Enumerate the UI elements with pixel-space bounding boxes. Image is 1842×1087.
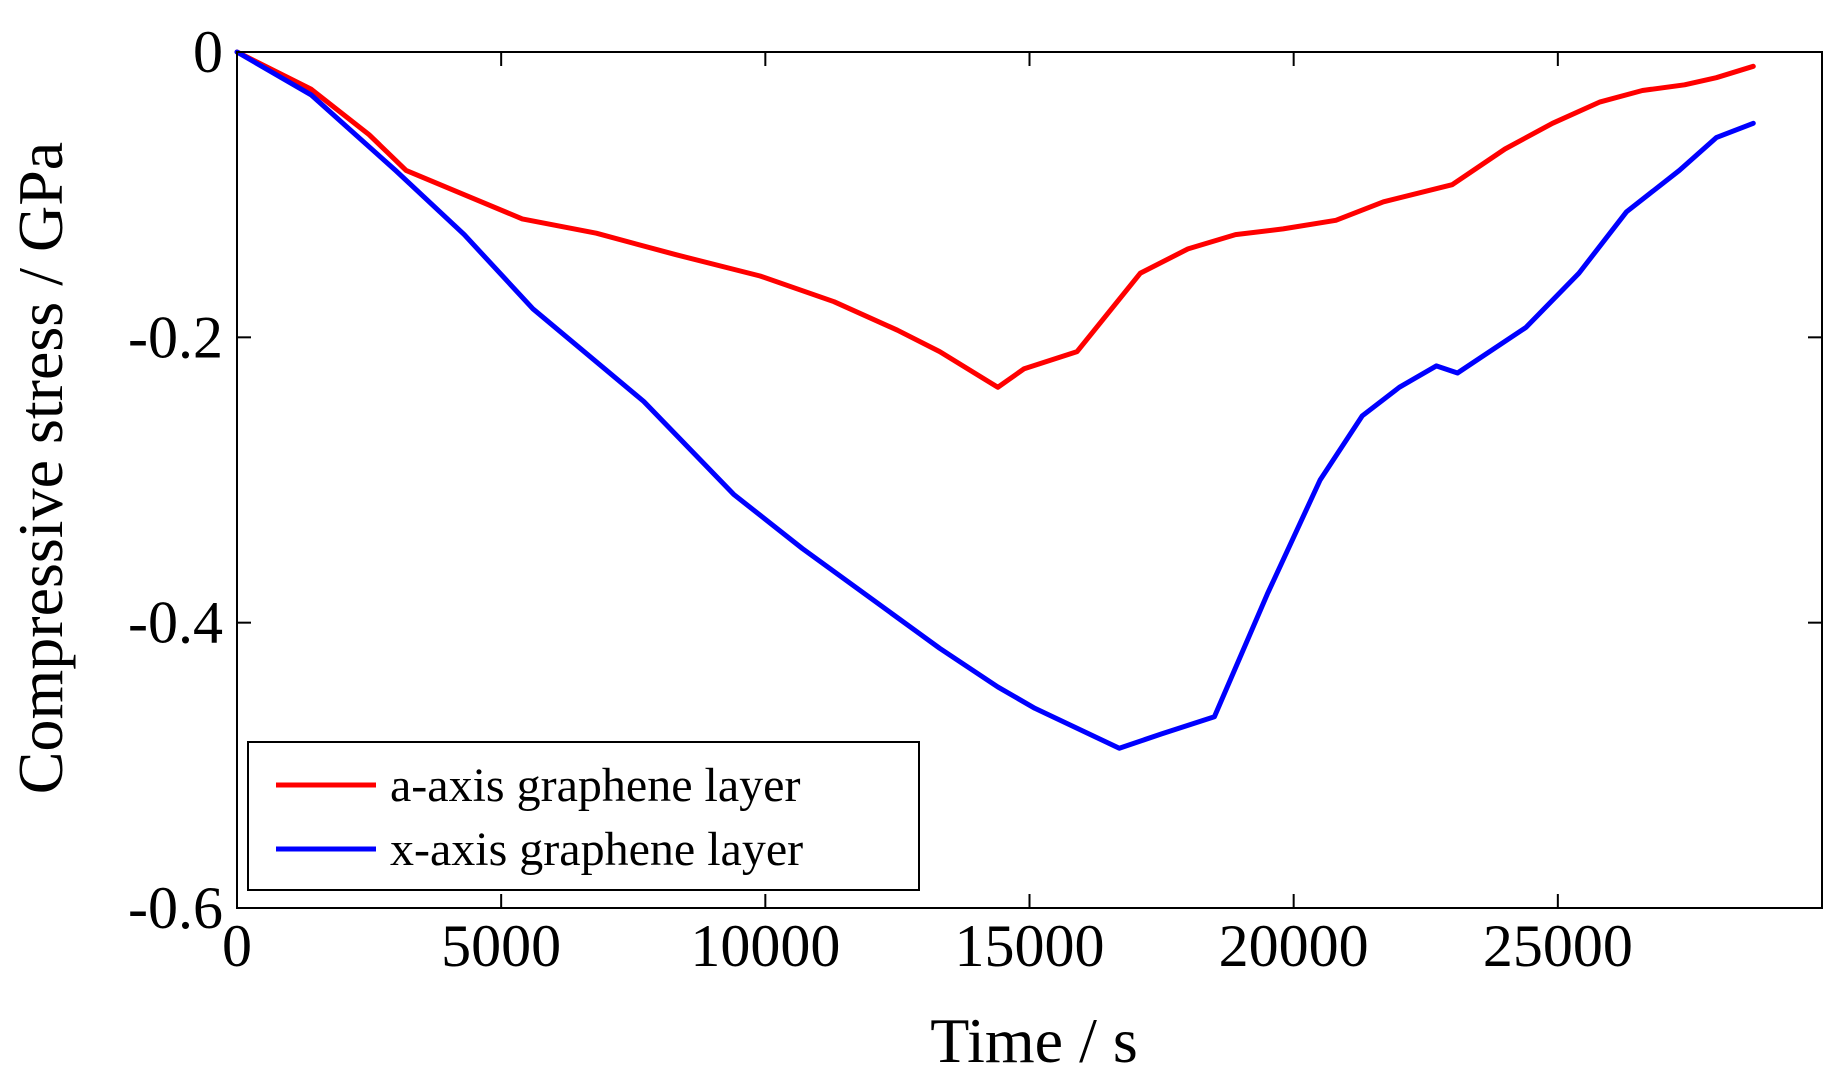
x-tick-label: 5000 xyxy=(441,913,561,979)
y-axis-label: Compressive stress / GPa xyxy=(5,142,76,794)
series-line-2 xyxy=(234,49,1756,751)
y-tick-label: -0.4 xyxy=(128,590,223,656)
x-tick-label: 15000 xyxy=(955,913,1105,979)
legend-label-2: x-axis graphene layer xyxy=(390,823,803,876)
x-tick-label: 10000 xyxy=(690,913,840,979)
axes: 0 5000 10000 15000 20000 25000 0 -0.2 -0.4 -0.6 xyxy=(128,19,1823,979)
legend-box xyxy=(247,741,920,891)
x-axis-label: Time / s xyxy=(930,1005,1138,1076)
legend-label-1: a-axis graphene layer xyxy=(390,759,800,812)
legend: a-axis graphene layer x-axis graphene lay… xyxy=(247,741,920,891)
x-tick-label: 0 xyxy=(222,913,252,979)
x-tick-label: 20000 xyxy=(1219,913,1369,979)
series-line-1 xyxy=(234,49,1756,390)
y-tick-label: 0 xyxy=(193,19,223,85)
plot-area xyxy=(234,49,1756,751)
y-tick-label: -0.6 xyxy=(128,875,223,941)
y-tick-label: -0.2 xyxy=(128,304,223,370)
x-tick-label: 25000 xyxy=(1483,913,1633,979)
